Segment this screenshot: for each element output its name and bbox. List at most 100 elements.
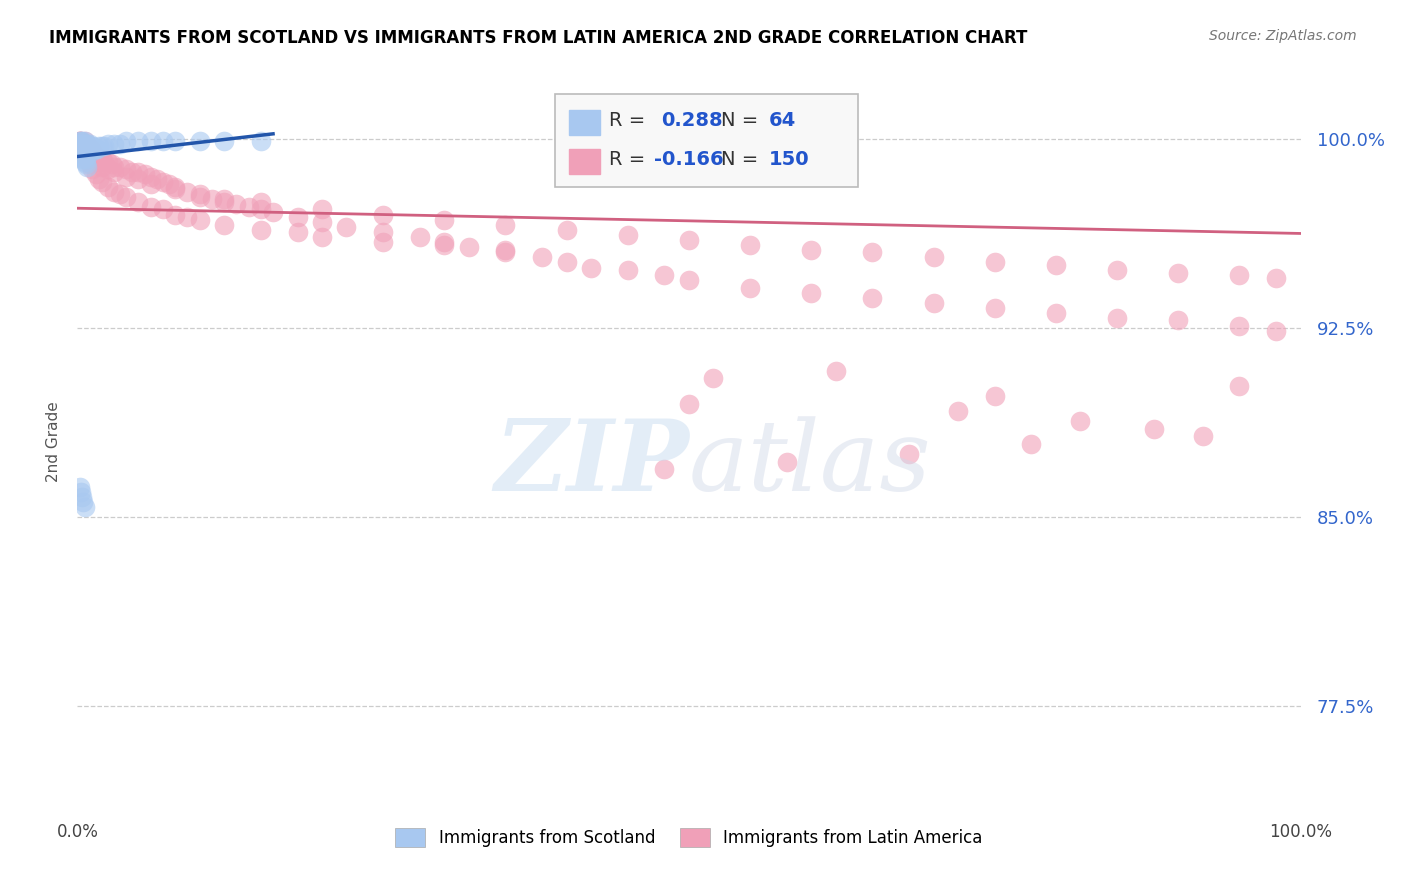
Point — [139, 169, 162, 184]
Point — [97, 154, 120, 169]
Point — [70, 485, 93, 500]
Point — [103, 136, 125, 151]
Point — [984, 389, 1007, 403]
Point — [678, 273, 700, 287]
Point — [1045, 258, 1067, 272]
Point — [93, 154, 115, 169]
Point — [371, 235, 394, 250]
Point — [139, 200, 162, 214]
Point — [82, 147, 104, 161]
Point — [157, 178, 180, 192]
Point — [108, 187, 131, 202]
Point — [72, 139, 94, 153]
Point — [73, 149, 96, 163]
Point — [69, 135, 91, 149]
Point — [70, 136, 93, 151]
Point — [287, 225, 309, 239]
Point — [1107, 310, 1129, 325]
Point — [79, 142, 101, 156]
Point — [69, 136, 91, 151]
Point — [287, 210, 309, 224]
Point — [70, 142, 93, 156]
Text: R =: R = — [609, 150, 651, 169]
Point — [946, 404, 969, 418]
Point — [72, 147, 94, 161]
Point — [898, 447, 921, 461]
Point — [73, 142, 96, 156]
Point — [80, 162, 103, 177]
Point — [77, 145, 100, 159]
Point — [76, 139, 98, 153]
Point — [79, 149, 101, 163]
Point — [776, 455, 799, 469]
Point — [127, 164, 149, 178]
Point — [152, 202, 174, 217]
Point — [80, 139, 103, 153]
Point — [84, 142, 107, 156]
Point — [165, 208, 187, 222]
Point — [89, 139, 111, 153]
Point — [90, 139, 112, 153]
Point — [238, 200, 260, 214]
Point — [76, 142, 98, 156]
Text: 150: 150 — [769, 150, 810, 169]
Point — [72, 142, 94, 156]
Point — [69, 135, 91, 149]
Point — [89, 172, 111, 186]
Point — [409, 230, 432, 244]
Point — [250, 135, 273, 149]
Point — [555, 255, 578, 269]
Point — [76, 152, 98, 166]
Point — [72, 136, 94, 151]
Point — [212, 218, 235, 232]
Point — [80, 145, 103, 159]
Point — [97, 179, 120, 194]
Point — [1265, 324, 1288, 338]
Point — [69, 139, 91, 153]
Text: atlas: atlas — [689, 416, 932, 511]
Point — [75, 149, 97, 163]
Point — [212, 135, 235, 149]
Point — [73, 135, 96, 149]
Point — [335, 220, 357, 235]
Point — [862, 291, 884, 305]
Point — [311, 215, 333, 229]
Legend: Immigrants from Scotland, Immigrants from Latin America: Immigrants from Scotland, Immigrants fro… — [388, 822, 990, 854]
Point — [555, 222, 578, 236]
Point — [617, 263, 640, 277]
Point — [73, 135, 96, 149]
Point — [152, 175, 174, 189]
Point — [1229, 268, 1251, 282]
Point — [433, 237, 456, 252]
Point — [70, 490, 93, 504]
Point — [70, 135, 93, 149]
Point — [922, 295, 945, 310]
Point — [72, 142, 94, 156]
Point — [75, 142, 97, 156]
Point — [79, 157, 101, 171]
Point — [70, 136, 93, 151]
Point — [67, 136, 90, 151]
Point — [678, 397, 700, 411]
Point — [75, 157, 97, 171]
Point — [984, 301, 1007, 315]
Point — [139, 135, 162, 149]
Point — [1167, 313, 1189, 327]
Point — [76, 160, 98, 174]
Point — [67, 142, 90, 156]
Point — [73, 145, 96, 159]
Point — [70, 136, 93, 151]
Point — [176, 210, 198, 224]
Point — [433, 212, 456, 227]
Point — [79, 136, 101, 151]
Point — [108, 136, 131, 151]
Point — [72, 139, 94, 153]
Point — [165, 182, 187, 196]
Point — [90, 175, 112, 189]
Point — [72, 495, 94, 509]
Point — [93, 139, 115, 153]
Point — [72, 136, 94, 151]
Point — [70, 145, 93, 159]
Point — [1167, 266, 1189, 280]
Point — [70, 135, 93, 149]
